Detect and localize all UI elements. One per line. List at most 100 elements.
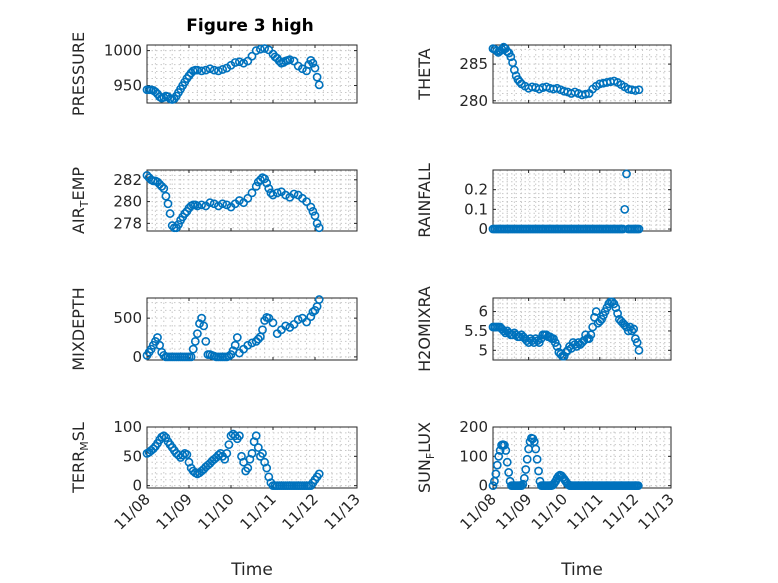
data-point <box>634 345 644 355</box>
data-point <box>197 66 206 76</box>
data-point <box>253 443 263 452</box>
data-point <box>213 201 223 211</box>
data-point <box>264 184 274 193</box>
data-point <box>532 454 542 464</box>
y-axis-label: THETA <box>415 48 434 100</box>
axes-box <box>146 169 358 232</box>
data-point <box>274 56 284 66</box>
data-point <box>501 446 511 455</box>
data-point <box>297 64 307 74</box>
data-point <box>153 333 162 342</box>
y-tick-label: 285 <box>459 55 488 73</box>
data-point <box>224 440 234 449</box>
figure-title: Figure 3 high <box>186 16 314 36</box>
data-point <box>632 338 642 347</box>
data-point <box>159 431 169 441</box>
data-point <box>531 444 541 454</box>
data-point <box>251 181 261 191</box>
data-point <box>611 303 621 313</box>
data-point <box>222 448 232 458</box>
data-point <box>192 65 202 75</box>
data-point <box>499 326 509 336</box>
data-point <box>302 197 311 206</box>
data-point <box>251 46 261 55</box>
y-tick-label: 0 <box>478 477 488 495</box>
data-point <box>234 196 244 205</box>
data-point <box>312 72 322 82</box>
data-point <box>521 465 531 474</box>
data-point <box>634 85 644 95</box>
y-tick-label: 0.1 <box>464 200 488 218</box>
y-tick-label: 5 <box>478 341 488 359</box>
subplot-theta: 280 285 THETA <box>415 42 672 110</box>
y-tick-label: 0 <box>478 220 488 238</box>
y-axis-label: MIXDEPTH <box>69 287 88 370</box>
y-tick-label: 5.5 <box>464 322 488 340</box>
data-point <box>491 469 501 479</box>
data-point <box>310 211 320 221</box>
data-point <box>591 307 601 316</box>
data-point <box>224 351 234 361</box>
y-tick-label: 6 <box>478 303 488 321</box>
y-axis-label: AIRTEMP <box>69 167 91 234</box>
data-point <box>262 463 272 473</box>
data-point <box>509 65 519 75</box>
data-point <box>197 200 206 210</box>
data-point <box>534 466 543 476</box>
data-point <box>178 450 188 460</box>
data-point <box>197 313 206 323</box>
subplot-h2omixra: 55.56 H2OMIXRA <box>415 286 672 372</box>
data-point <box>574 338 583 347</box>
data-point <box>234 57 244 67</box>
data-point <box>314 295 324 304</box>
data-point <box>199 321 209 331</box>
data-point <box>180 209 190 218</box>
data-point <box>209 199 219 209</box>
data-point <box>515 332 525 342</box>
data-point <box>306 202 316 212</box>
y-tick-label: 950 <box>113 77 142 95</box>
data-point <box>222 200 232 210</box>
data-point <box>293 315 303 325</box>
subplot-pressure: 950 1000 PRESSURE <box>69 32 358 116</box>
data-point <box>613 309 622 318</box>
data-point <box>268 190 278 200</box>
y-tick-label: 280 <box>113 193 142 211</box>
subplot-air_temp: 278 280 282 AIRTEMP <box>69 167 358 234</box>
data-point <box>492 46 501 56</box>
y-tick-label: 1000 <box>104 42 142 60</box>
data-point <box>581 89 590 99</box>
data-point <box>304 60 314 69</box>
data-point <box>308 206 318 216</box>
data-point <box>182 450 192 459</box>
data-point <box>247 51 257 61</box>
data-point <box>308 307 318 317</box>
data-point <box>192 201 202 211</box>
y-axis-label: TERRMSL <box>69 422 91 494</box>
data-point <box>205 64 215 74</box>
y-tick-label: 0 <box>132 348 142 366</box>
data-point <box>262 178 272 188</box>
data-point <box>230 340 240 350</box>
data-point <box>499 440 509 450</box>
data-point <box>165 209 175 218</box>
y-tick-label: 280 <box>459 92 488 110</box>
subplot-rainfall: 0 0.10.2 RAINFALL <box>415 163 672 238</box>
data-point <box>633 481 643 491</box>
data-point <box>174 220 183 229</box>
data-point <box>620 204 630 214</box>
data-point <box>251 431 261 441</box>
data-point <box>552 342 562 351</box>
data-point <box>148 444 158 454</box>
data-point <box>492 460 502 470</box>
data-point <box>247 188 257 198</box>
data-point <box>627 326 637 336</box>
data-point <box>255 44 265 54</box>
y-tick-label: 282 <box>113 171 142 189</box>
data-point <box>506 52 516 62</box>
data-point <box>281 321 290 331</box>
data-point <box>243 193 253 203</box>
data-point <box>281 190 290 200</box>
